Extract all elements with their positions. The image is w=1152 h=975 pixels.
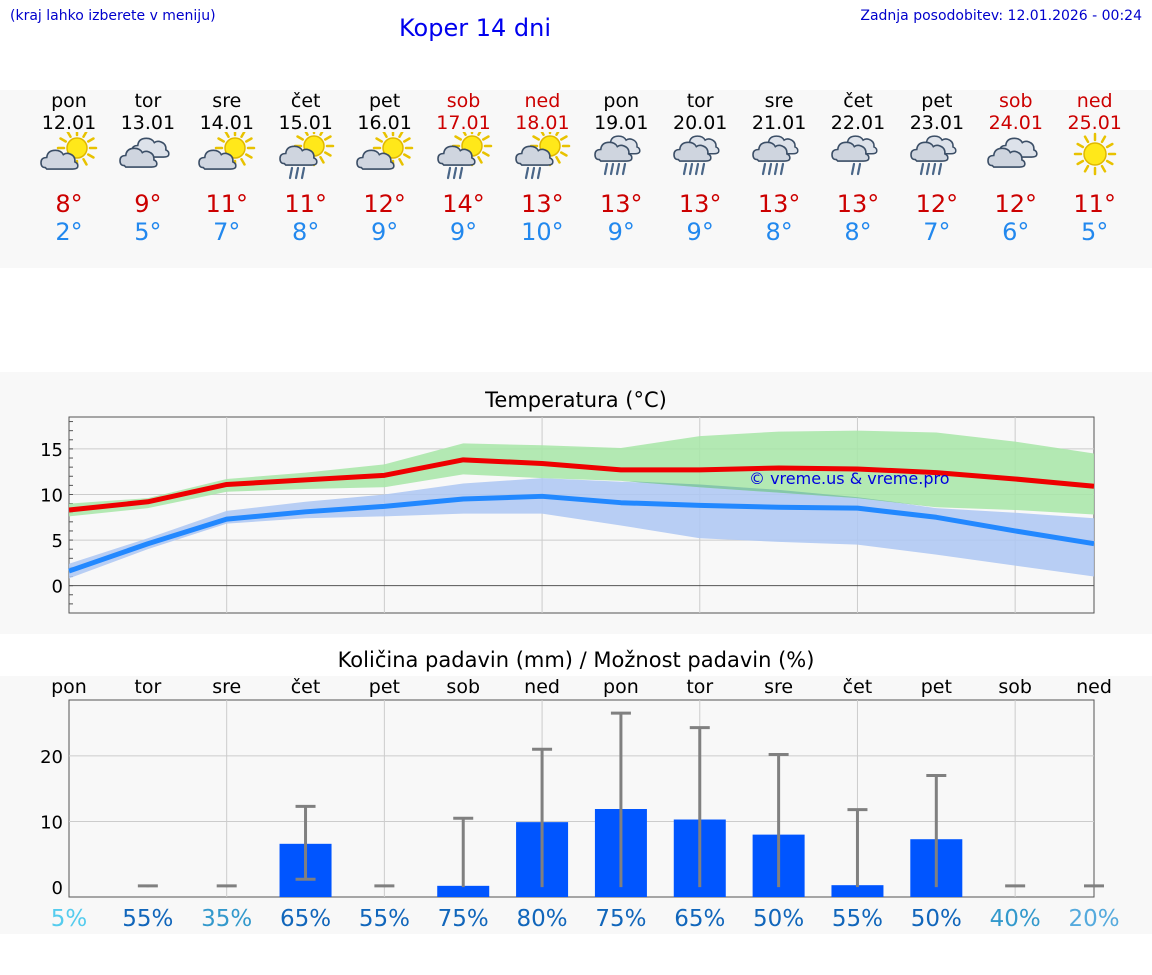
day-date: 14.01 (199, 112, 254, 134)
day-date: 13.01 (120, 112, 176, 134)
forecast-day: ned 18.01 13° 10° (502, 90, 582, 268)
day-name: čet (290, 90, 321, 112)
weather-sun-cloud-icon (197, 127, 257, 188)
max-temperature: 12° (915, 190, 959, 218)
max-temperature: 11° (1073, 190, 1116, 218)
forecast-day: čet 15.01 11° 8° (266, 90, 346, 268)
forecast-day: pon 19.01 13° 9° (581, 90, 661, 268)
forecast-day: tor 13.01 9° 5° (108, 90, 188, 268)
day-date: 16.01 (357, 112, 412, 134)
max-temperature: 11° (205, 190, 249, 218)
day-date: 18.01 (515, 112, 570, 134)
min-temperature: 8° (292, 218, 320, 246)
temperature-chart-title: Temperatura (°C) (485, 388, 667, 412)
weather-clouds-icon (986, 132, 1046, 188)
precipitation-chart-title: Količina padavin (mm) / Možnost padavin … (337, 648, 815, 672)
day-name: pon (51, 90, 87, 112)
location-hint: (kraj lahko izberete v meniju) (10, 8, 216, 24)
weather-cloud-rain-icon (591, 132, 651, 188)
min-temperature: 9° (370, 218, 399, 246)
weather-sun-cloud-rain-icon (512, 125, 572, 188)
day-name: tor (686, 90, 714, 112)
day-date: 21.01 (751, 112, 807, 134)
day-name: sob (999, 90, 1033, 112)
min-temperature: 7° (213, 218, 241, 246)
precipitation-panel (0, 676, 1152, 934)
min-temperature: 9° (449, 218, 478, 246)
weather-sun-cloud-icon (39, 127, 99, 188)
day-date: 22.01 (830, 112, 886, 134)
weather-clouds-icon (118, 132, 178, 188)
min-temperature: 6° (1002, 218, 1030, 246)
day-name: tor (134, 90, 162, 112)
max-temperature: 13° (836, 190, 880, 218)
day-date: 23.01 (909, 112, 965, 134)
day-name: ned (524, 90, 561, 112)
forecast-day: pet 23.01 12° 7° (897, 90, 977, 268)
min-temperature: 9° (686, 218, 714, 246)
weather-cloud-rain-light-icon (828, 132, 888, 188)
min-temperature: 7° (923, 218, 951, 246)
forecast-day: sob 24.01 12° 6° (976, 90, 1056, 268)
forecast-day: sre 21.01 13° 8° (739, 90, 819, 268)
page-title: Koper 14 dni (399, 14, 552, 42)
day-date: 12.01 (41, 112, 97, 134)
max-temperature: 12° (363, 190, 406, 218)
min-temperature: 5° (1081, 218, 1109, 246)
day-name: čet (843, 90, 873, 112)
day-name: sob (446, 90, 481, 112)
forecast-day: pon 12.01 8° 2° (29, 90, 109, 268)
day-date: 15.01 (278, 112, 333, 134)
min-temperature: 8° (844, 218, 872, 246)
day-name: ned (1076, 90, 1113, 112)
day-name: pon (603, 90, 640, 112)
min-temperature: 8° (765, 218, 793, 246)
min-temperature: 2° (55, 218, 83, 246)
forecast-day: tor 20.01 13° 9° (660, 90, 740, 268)
weather-cloud-rain-icon (907, 132, 967, 188)
weather-sun-icon (1065, 132, 1125, 188)
last-updated: Zadnja posodobitev: 12.01.2026 - 00:24 (860, 8, 1142, 24)
day-date: 25.01 (1067, 112, 1122, 134)
weather-sun-cloud-rain-icon (276, 125, 336, 188)
day-date: 19.01 (594, 112, 649, 134)
min-temperature: 10° (521, 218, 564, 246)
max-temperature: 13° (757, 190, 801, 218)
forecast-day: sre 14.01 11° 7° (187, 90, 267, 268)
day-name: sre (764, 90, 794, 112)
day-name: pet (921, 90, 953, 112)
min-temperature: 9° (607, 218, 635, 246)
min-temperature: 5° (134, 218, 162, 246)
forecast-day: ned 25.01 11° 5° (1055, 90, 1135, 268)
day-date: 17.01 (436, 112, 491, 134)
max-temperature: 14° (442, 190, 485, 218)
max-temperature: 8° (55, 190, 83, 218)
weather-cloud-rain-icon (749, 132, 809, 188)
forecast-day: pet 16.01 12° 9° (345, 90, 425, 268)
day-name: pet (368, 90, 401, 112)
max-temperature: 9° (134, 190, 162, 218)
max-temperature: 13° (678, 190, 722, 218)
max-temperature: 12° (994, 190, 1038, 218)
max-temperature: 13° (600, 190, 643, 218)
forecast-day: sob 17.01 14° 9° (424, 90, 504, 268)
weather-sun-cloud-icon (355, 127, 415, 188)
max-temperature: 11° (284, 190, 327, 218)
forecast-strip: pon 12.01 8° 2° tor 13.01 9° 5° sre 14.01 11° 7°… (0, 90, 1152, 268)
weather-cloud-rain-icon (670, 132, 730, 188)
day-date: 24.01 (988, 112, 1043, 134)
max-temperature: 13° (521, 190, 564, 218)
forecast-day: čet 22.01 13° 8° (818, 90, 898, 268)
day-name: sre (212, 90, 242, 112)
day-date: 20.01 (672, 112, 728, 134)
weather-sun-cloud-rain-icon (434, 125, 494, 188)
